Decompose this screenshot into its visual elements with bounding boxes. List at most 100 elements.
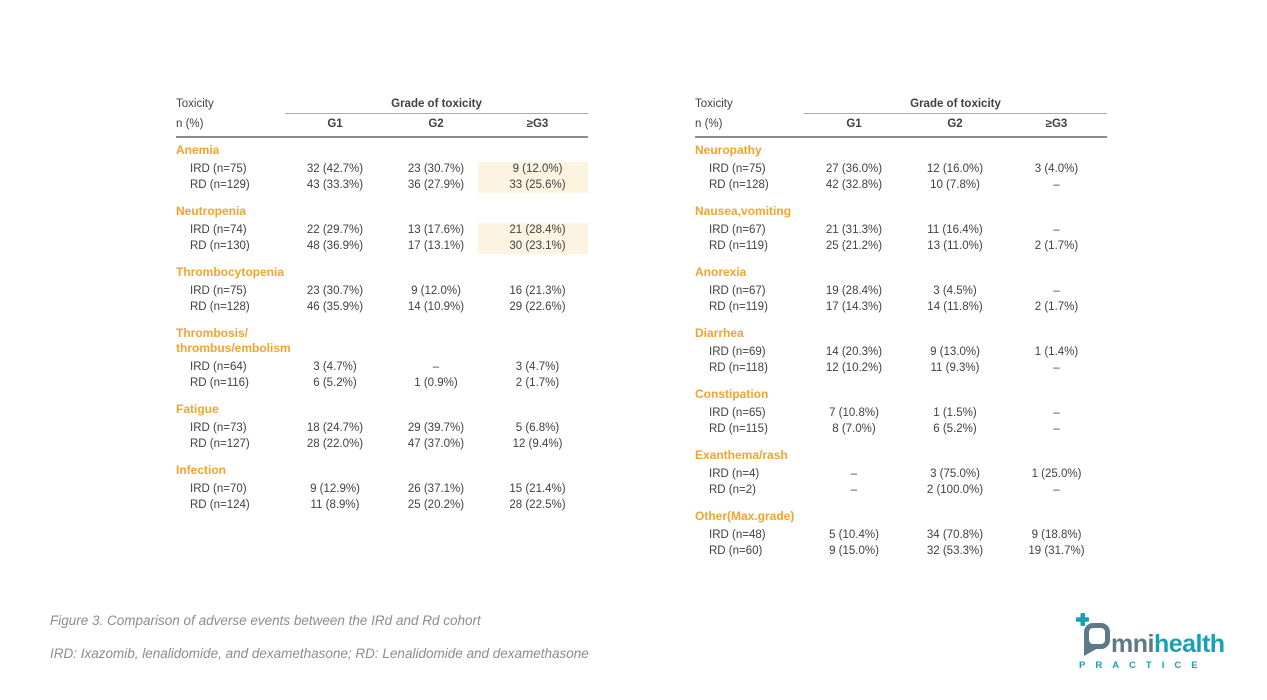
row-label: IRD (n=73) xyxy=(190,422,247,434)
column-header-toxicity: Toxicity xyxy=(695,98,733,110)
cell-g2: 47 (37.0%) xyxy=(407,437,465,450)
row-label: RD (n=116) xyxy=(190,376,249,389)
cell-g2: 3 (75.0%) xyxy=(930,468,980,480)
cell-g2: 10 (7.8%) xyxy=(930,178,980,191)
cell-g2: 34 (70.8%) xyxy=(926,529,984,541)
cell-g3: 3 (4.0%) xyxy=(1034,163,1079,175)
cell-g1: – xyxy=(850,468,858,480)
cell-g1: 8 (7.0%) xyxy=(832,422,876,435)
category-label: Neuropathy xyxy=(695,143,762,157)
column-group-header-grade: Grade of toxicity xyxy=(285,96,588,114)
cell-g3: 2 (1.7%) xyxy=(1034,300,1079,313)
row-label: RD (n=130) xyxy=(190,239,250,252)
cell-g2: 3 (4.5%) xyxy=(933,285,977,297)
cell-g2: 11 (16.4%) xyxy=(927,224,983,236)
cell-g2: 9 (13.0%) xyxy=(930,346,980,358)
tables-row: Toxicity Grade of toxicity n (%) G1 G2 ≥G3 Ane… xyxy=(176,96,1107,559)
row-label: RD (n=124) xyxy=(190,498,250,511)
cell-g3: – xyxy=(1053,178,1060,191)
category-label: Anemia xyxy=(176,143,220,157)
cell-g1: 32 (42.7%) xyxy=(306,163,364,175)
cell-g1: 25 (21.2%) xyxy=(825,239,883,252)
cell-g2: – xyxy=(432,361,440,373)
header-divider xyxy=(176,136,588,138)
cell-g1: 27 (36.0%) xyxy=(825,163,883,175)
row-label: RD (n=128) xyxy=(190,300,250,313)
omnihealth-logo: mni health PRACTICE xyxy=(1076,613,1225,671)
cell-g1: 3 (4.7%) xyxy=(313,361,357,373)
cell-g1: 7 (10.8%) xyxy=(829,407,879,419)
column-header-n-pct: n (%) xyxy=(695,118,723,130)
category-label: Nausea,vomiting xyxy=(695,204,792,218)
cell-g3: – xyxy=(1053,483,1060,496)
category-label: Anorexia xyxy=(695,265,747,279)
cell-g1: 48 (36.9%) xyxy=(306,239,364,252)
cell-g2: 23 (30.7%) xyxy=(407,163,465,175)
cell-g1: 21 (31.3%) xyxy=(825,224,883,236)
cell-g3: 1 (1.4%) xyxy=(1034,346,1079,358)
row-label: RD (n=127) xyxy=(190,437,250,450)
cell-g1: 18 (24.7%) xyxy=(306,422,364,434)
cell-g2: 2 (100.0%) xyxy=(926,483,984,496)
category-label: Diarrhea xyxy=(695,326,744,340)
plus-icon xyxy=(1076,613,1089,626)
category-label: Fatigue xyxy=(176,402,219,416)
cell-g2: 9 (12.0%) xyxy=(411,285,461,297)
cell-g3: – xyxy=(1053,224,1060,236)
cell-g3: 5 (6.8%) xyxy=(515,422,560,434)
cell-g2: 17 (13.1%) xyxy=(407,239,465,252)
cell-g2: 12 (16.0%) xyxy=(926,163,984,175)
cell-g2: 14 (11.8%) xyxy=(927,300,983,313)
row-label: IRD (n=67) xyxy=(709,224,766,236)
figure-abbreviations: IRD: Ixazomib, lenalidomide, and dexamet… xyxy=(50,646,589,661)
column-header-g1: G1 xyxy=(846,118,862,130)
adverse-events-table-left: Toxicity Grade of toxicity n (%) G1 G2 ≥G3 Ane… xyxy=(176,96,588,513)
logo-text-omni: mni xyxy=(1111,630,1154,658)
figure-caption: Figure 3. Comparison of adverse events b… xyxy=(50,613,481,628)
cell-g3: 21 (28.4%) xyxy=(478,223,588,239)
column-header-g1: G1 xyxy=(327,118,343,130)
cell-g1: 14 (20.3%) xyxy=(825,346,883,358)
cell-g3: – xyxy=(1053,361,1060,374)
row-label: RD (n=2) xyxy=(709,483,756,496)
row-label: RD (n=119) xyxy=(709,239,768,252)
cell-g1: 28 (22.0%) xyxy=(306,437,364,450)
cell-g2: 13 (11.0%) xyxy=(927,239,983,252)
cell-g1: 12 (10.2%) xyxy=(825,361,883,374)
cell-g1: 6 (5.2%) xyxy=(313,376,357,389)
column-group-header-grade: Grade of toxicity xyxy=(804,96,1107,114)
cell-g1: 5 (10.4%) xyxy=(829,529,879,541)
cell-g3: – xyxy=(1053,422,1060,435)
row-label: IRD (n=74) xyxy=(190,224,247,236)
row-label: RD (n=119) xyxy=(709,300,768,313)
logo-tagline: PRACTICE xyxy=(1079,660,1208,671)
cell-g3: 9 (12.0%) xyxy=(478,162,588,178)
cell-g2: 14 (10.9%) xyxy=(407,300,465,313)
category-label: Exanthema/rash xyxy=(695,448,788,462)
cell-g3: 33 (25.6%) xyxy=(478,177,588,193)
row-label: IRD (n=64) xyxy=(190,361,247,373)
category-label: Thrombocytopenia xyxy=(176,265,285,279)
row-label: RD (n=128) xyxy=(709,178,769,191)
cell-g3: 16 (21.3%) xyxy=(509,285,566,297)
column-header-g2: G2 xyxy=(947,118,963,130)
row-label: IRD (n=4) xyxy=(709,468,760,480)
header-divider xyxy=(695,136,1107,138)
cell-g1: 43 (33.3%) xyxy=(306,178,364,191)
cell-g3: 2 (1.7%) xyxy=(515,376,560,389)
logo-text-health: health xyxy=(1153,630,1225,658)
cell-g3: 1 (25.0%) xyxy=(1031,468,1082,480)
row-label: IRD (n=75) xyxy=(190,163,247,175)
cell-g2: 1 (0.9%) xyxy=(414,376,458,389)
row-label: RD (n=115) xyxy=(709,422,768,435)
cell-g2: 11 (9.3%) xyxy=(930,361,980,374)
cell-g2: 36 (27.9%) xyxy=(407,178,465,191)
row-label: IRD (n=65) xyxy=(709,407,766,419)
cell-g3: 12 (9.4%) xyxy=(512,437,563,450)
row-label: RD (n=129) xyxy=(190,178,250,191)
category-label: Other(Max.grade) xyxy=(695,509,795,523)
cell-g2: 13 (17.6%) xyxy=(407,224,465,236)
cell-g3: 19 (31.7%) xyxy=(1028,544,1085,557)
category-label: Thrombosis/ thrombus/embolism xyxy=(176,326,291,355)
cell-g3: 30 (23.1%) xyxy=(478,238,588,254)
